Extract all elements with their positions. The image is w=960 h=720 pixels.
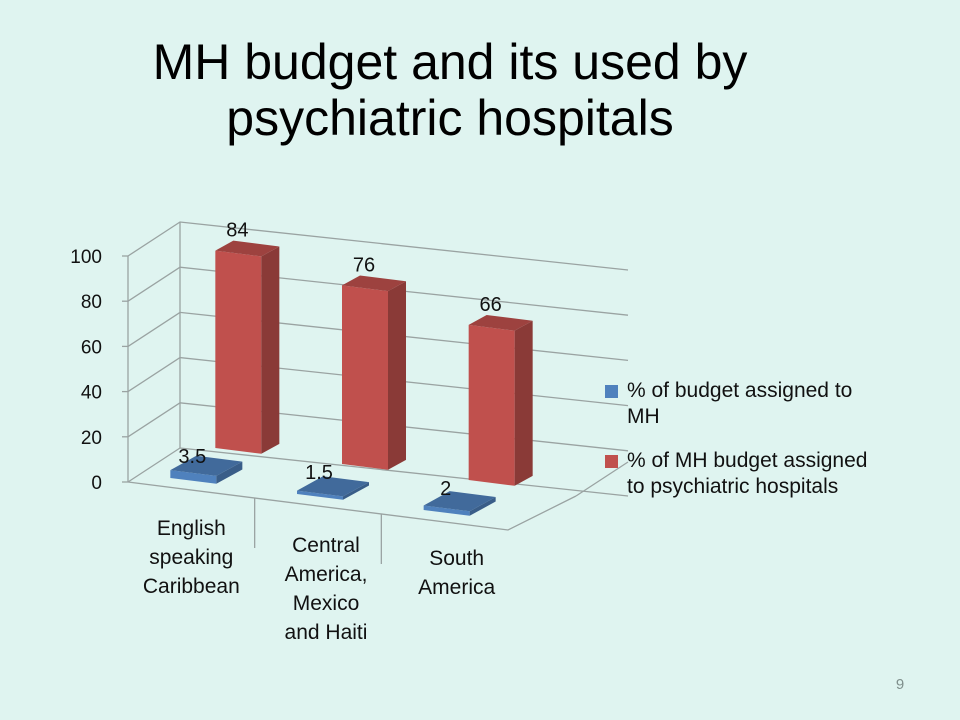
legend-label-psych-line1: % of MH budget assigned (627, 449, 868, 472)
chart-legend: % of budget assigned to MH % of MH budge… (605, 378, 905, 518)
bar-mh-1-side (343, 482, 369, 500)
bar-mh-0-top (170, 455, 243, 476)
bar-mh-2-top (423, 491, 496, 512)
y-tick-label: 100 (70, 247, 102, 268)
bar-psych-1 (342, 275, 406, 470)
category-label: and Haiti (285, 621, 368, 644)
bar-psych-2-front (468, 324, 515, 486)
legend-label-psych-line2: to psychiatric hospitals (627, 475, 839, 498)
gridline (127, 221, 629, 271)
slide-title-line1: MH budget and its used by (152, 34, 748, 90)
bar-mh-0 (170, 455, 243, 484)
data-label-psych: 84 (226, 220, 248, 242)
category-label: America (418, 576, 495, 599)
bar-psych-0-front (215, 250, 262, 454)
bar-psych-2 (468, 314, 533, 486)
legend-item-mh: % of budget assigned to MH (605, 378, 905, 430)
y-tick-label: 0 (91, 473, 102, 494)
bar-mh-2-front (423, 505, 470, 516)
bar-psych-2-top (468, 314, 533, 331)
bar-psych-0-top (215, 240, 280, 257)
category-label: English (157, 517, 226, 540)
slide-title-line2: psychiatric hospitals (226, 90, 674, 146)
data-label-psych: 76 (353, 254, 375, 276)
bar-mh-1 (297, 476, 369, 500)
data-label-mh: 1.5 (305, 462, 333, 484)
bar-mh-2 (423, 491, 496, 516)
legend-swatch-psych (605, 455, 618, 468)
data-label-mh: 3.5 (178, 446, 206, 468)
bar-mh-1-front (297, 490, 343, 500)
category-label: speaking (149, 546, 233, 569)
category-label: Caribbean (143, 575, 240, 598)
category-label: America, (285, 563, 368, 586)
bar-mh-1-top (297, 476, 369, 497)
legend-item-psych: % of MH budget assigned to psychiatric h… (605, 448, 905, 500)
data-label-mh: 2 (440, 478, 451, 500)
legend-label-mh-line2: MH (627, 405, 660, 428)
bar-mh-2-side (469, 496, 496, 516)
bar-psych-0 (215, 240, 280, 454)
y-tick-label: 40 (81, 383, 102, 404)
floor-right-edge (575, 461, 629, 497)
bar-mh-0-front (170, 470, 217, 484)
category-label: South (429, 547, 484, 570)
category-label: Central (292, 534, 360, 557)
page-number: 9 (895, 676, 905, 693)
y-tick-label: 80 (81, 292, 102, 313)
bar-psych-0-side (261, 246, 280, 454)
y-tick-label: 60 (81, 337, 102, 358)
data-label-psych: 66 (480, 294, 502, 316)
category-label: Mexico (293, 592, 360, 615)
y-tick-label: 20 (81, 428, 102, 449)
bar-psych-1-side (388, 281, 406, 470)
bar-mh-0-side (216, 461, 243, 484)
legend-label-mh-line1: % of budget assigned to (627, 379, 853, 402)
legend-swatch-mh (605, 385, 618, 398)
slide-title: MH budget and its used by psychiatric ho… (0, 34, 900, 146)
bar-psych-1-top (342, 275, 406, 292)
bar-psych-2-side (514, 320, 533, 486)
bar-psych-1-front (342, 285, 388, 470)
